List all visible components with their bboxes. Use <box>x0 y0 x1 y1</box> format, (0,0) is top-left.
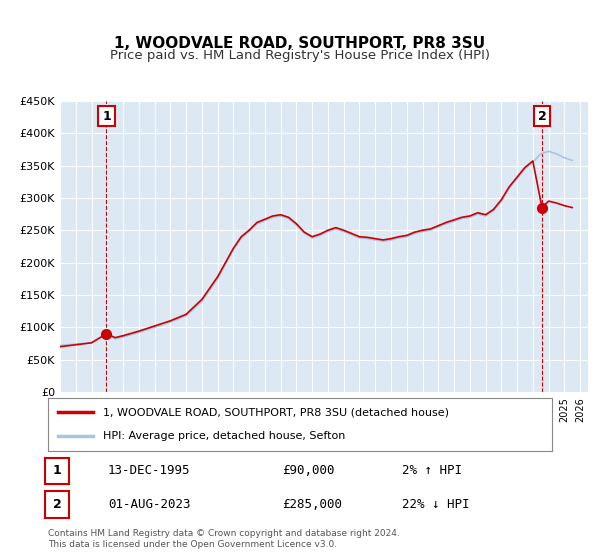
Text: HPI: Average price, detached house, Sefton: HPI: Average price, detached house, Seft… <box>103 431 346 441</box>
Text: 1, WOODVALE ROAD, SOUTHPORT, PR8 3SU: 1, WOODVALE ROAD, SOUTHPORT, PR8 3SU <box>115 36 485 52</box>
Text: 13-DEC-1995: 13-DEC-1995 <box>108 464 191 477</box>
Text: £285,000: £285,000 <box>282 497 342 511</box>
Text: 1: 1 <box>53 464 61 478</box>
Text: Contains HM Land Registry data © Crown copyright and database right 2024.
This d: Contains HM Land Registry data © Crown c… <box>48 529 400 549</box>
Text: 2: 2 <box>538 110 547 123</box>
Text: 1, WOODVALE ROAD, SOUTHPORT, PR8 3SU (detached house): 1, WOODVALE ROAD, SOUTHPORT, PR8 3SU (de… <box>103 408 449 418</box>
Text: 2% ↑ HPI: 2% ↑ HPI <box>402 464 462 477</box>
Text: 1: 1 <box>102 110 111 123</box>
Text: £90,000: £90,000 <box>282 464 335 477</box>
Text: 2: 2 <box>53 498 61 511</box>
Text: 22% ↓ HPI: 22% ↓ HPI <box>402 497 470 511</box>
Text: 01-AUG-2023: 01-AUG-2023 <box>108 497 191 511</box>
Text: Price paid vs. HM Land Registry's House Price Index (HPI): Price paid vs. HM Land Registry's House … <box>110 49 490 62</box>
